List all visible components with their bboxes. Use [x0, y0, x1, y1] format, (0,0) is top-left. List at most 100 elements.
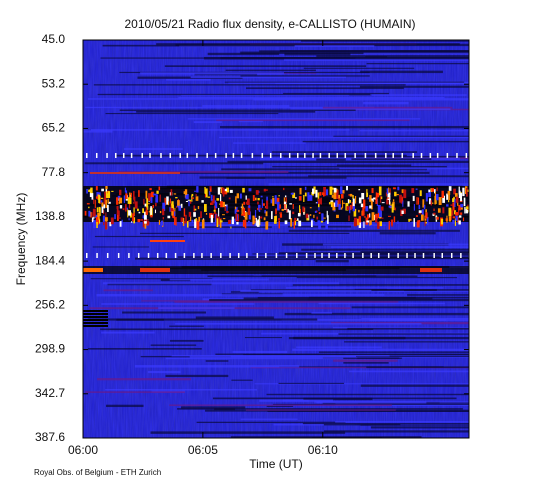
texture: [283, 187, 285, 191]
texture: [115, 154, 407, 157]
texture: [448, 186, 452, 191]
texture: [96, 191, 99, 198]
texture: [338, 333, 469, 335]
texture: [296, 253, 298, 258]
texture: [196, 421, 346, 424]
texture: [217, 187, 221, 195]
texture: [426, 216, 429, 225]
texture: [387, 192, 391, 200]
texture: [141, 300, 223, 302]
texture: [255, 197, 257, 201]
texture: [224, 190, 228, 195]
texture: [450, 253, 453, 258]
texture: [286, 208, 288, 213]
texture: [96, 253, 98, 258]
texture: [95, 153, 98, 158]
texture: [104, 217, 108, 222]
texture: [90, 187, 93, 194]
y-tick-label: 256.2: [35, 298, 65, 312]
texture: [122, 208, 125, 211]
texture: [177, 256, 440, 258]
texture: [180, 203, 183, 208]
texture: [322, 106, 453, 109]
texture: [88, 318, 318, 321]
y-tick-label: 77.8: [42, 165, 66, 179]
texture: [175, 322, 422, 325]
texture: [103, 204, 106, 209]
texture: [152, 204, 154, 209]
texture: [94, 235, 184, 238]
texture: [314, 210, 317, 214]
texture: [388, 220, 390, 230]
texture: [436, 187, 438, 192]
texture: [263, 217, 266, 221]
texture: [144, 203, 148, 207]
texture: [302, 140, 469, 143]
texture: [366, 62, 469, 65]
texture: [266, 200, 269, 209]
texture: [86, 253, 88, 258]
texture: [117, 253, 120, 258]
texture: [240, 418, 298, 420]
texture: [136, 111, 316, 113]
texture: [106, 253, 109, 258]
texture: [446, 193, 449, 200]
texture: [142, 220, 145, 228]
texture: [216, 119, 410, 122]
texture: [85, 106, 375, 109]
texture: [95, 217, 99, 225]
texture: [156, 253, 159, 258]
texture: [309, 207, 312, 209]
texture: [321, 213, 324, 222]
texture: [259, 50, 469, 53]
texture: [194, 208, 197, 211]
texture: [429, 153, 432, 158]
texture: [224, 204, 228, 207]
texture: [159, 194, 161, 202]
texture: [256, 220, 260, 227]
texture: [460, 203, 464, 208]
texture: [240, 153, 243, 158]
texture: [342, 202, 345, 204]
texture: [196, 186, 199, 193]
texture: [290, 108, 451, 111]
texture: [357, 357, 400, 359]
texture: [193, 205, 196, 212]
texture: [446, 204, 449, 207]
texture: [348, 194, 351, 196]
texture: [457, 216, 459, 223]
texture: [186, 153, 189, 158]
texture: [259, 216, 263, 219]
texture: [361, 192, 365, 200]
texture: [125, 190, 128, 194]
texture: [360, 424, 469, 426]
texture: [285, 253, 288, 258]
texture: [425, 209, 427, 213]
texture: [189, 200, 192, 204]
texture: [442, 207, 445, 214]
texture: [180, 217, 184, 222]
texture: [219, 220, 223, 223]
texture: [146, 221, 150, 225]
texture: [92, 208, 96, 217]
texture: [314, 253, 316, 258]
texture: [278, 195, 280, 197]
texture: [132, 213, 135, 222]
texture: [196, 153, 198, 158]
texture: [352, 195, 354, 200]
texture: [261, 153, 264, 158]
texture: [166, 196, 169, 205]
texture: [242, 187, 245, 193]
texture: [96, 221, 98, 229]
texture: [128, 253, 130, 258]
texture: [283, 155, 469, 158]
texture: [283, 92, 389, 95]
texture: [418, 212, 422, 215]
texture: [156, 190, 159, 194]
texture: [274, 195, 277, 204]
texture: [105, 221, 108, 230]
texture: [329, 293, 385, 296]
texture: [201, 200, 204, 203]
texture: [191, 197, 195, 199]
texture: [402, 208, 406, 214]
